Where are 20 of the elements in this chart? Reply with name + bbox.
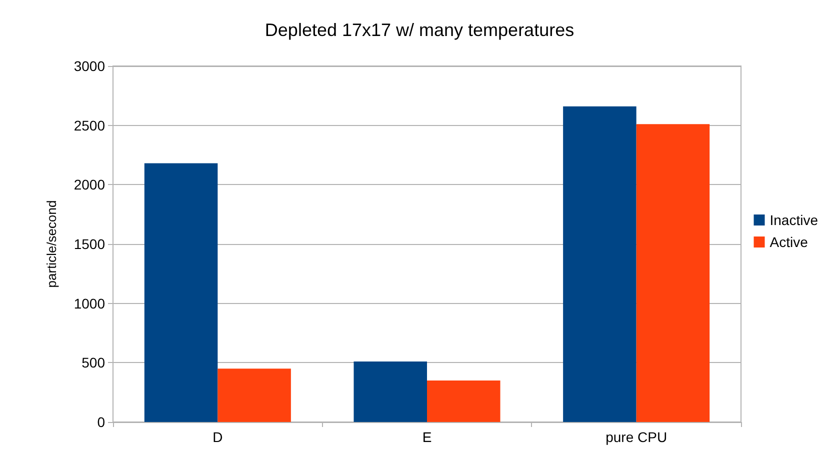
bar	[563, 106, 636, 422]
bar	[218, 368, 291, 422]
bar	[354, 361, 427, 422]
y-tick-label: 1000	[74, 295, 106, 312]
x-tick-label: D	[212, 429, 223, 445]
bar	[427, 380, 500, 422]
bar	[144, 163, 218, 422]
y-tick-label: 2500	[74, 117, 106, 134]
y-tick-label: 1500	[74, 236, 106, 252]
y-tick-label: 0	[97, 414, 106, 430]
y-tick-label: 500	[82, 354, 106, 371]
x-tick-label: pure CPU	[606, 429, 668, 445]
legend-label: Inactive	[770, 212, 818, 228]
bar	[636, 124, 710, 422]
chart-title: Depleted 17x17 w/ many temperatures	[264, 20, 574, 40]
legend-label: Active	[770, 234, 808, 250]
y-tick-label: 2000	[74, 176, 106, 193]
y-tick-label: 3000	[74, 58, 106, 74]
y-axis-title: particle/second	[44, 200, 59, 288]
x-tick-label: E	[422, 429, 432, 445]
